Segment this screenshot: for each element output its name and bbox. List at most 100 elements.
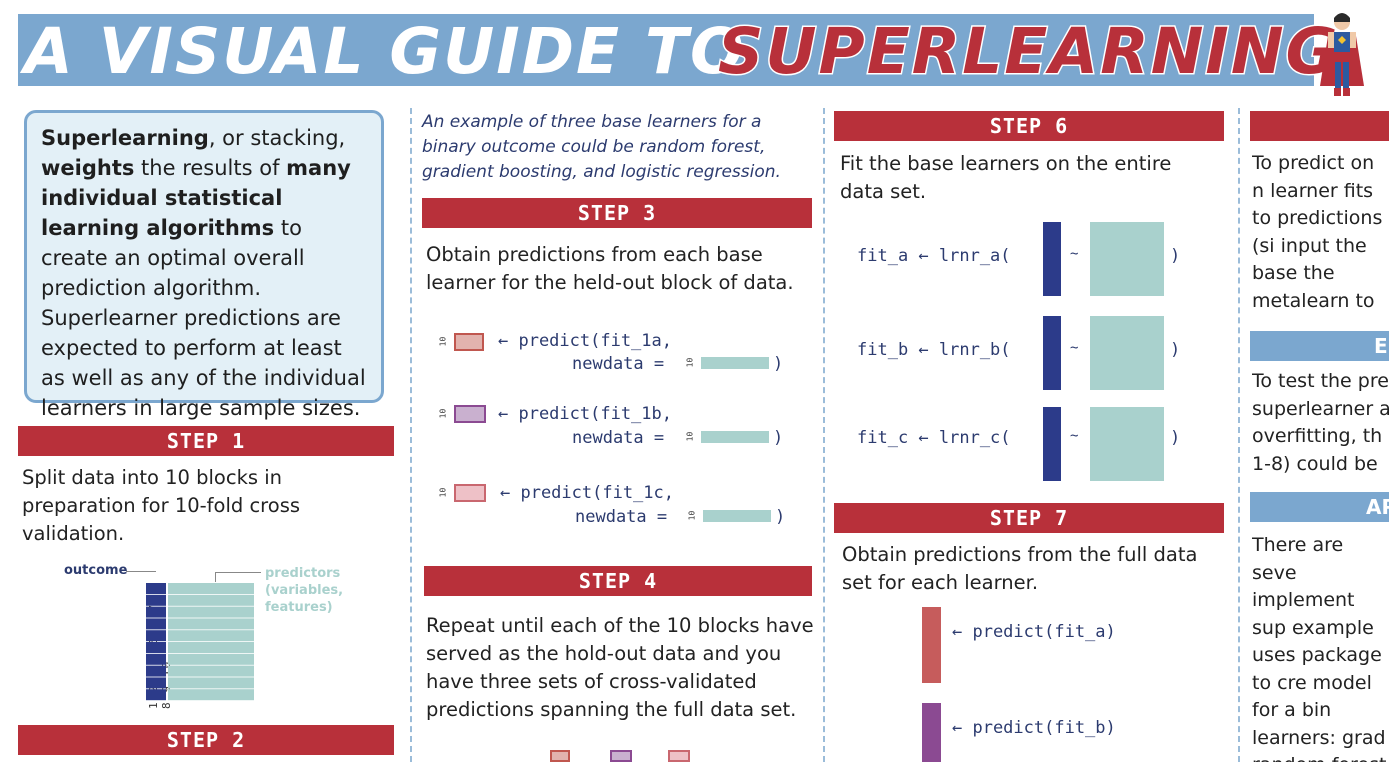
step1-bar: STEP 1 xyxy=(18,426,394,456)
evaluation-bar: E xyxy=(1250,331,1389,361)
predict-fit-b: ← predict(fit_b) xyxy=(952,718,1116,738)
prediction-block-c xyxy=(454,484,486,502)
outcome-column-b xyxy=(1043,316,1061,390)
predictors-leader-tick xyxy=(215,572,216,582)
outcome-column-c xyxy=(1043,407,1061,481)
predictor-block xyxy=(168,594,254,606)
predictor-block xyxy=(168,642,254,653)
tilde-a: ~ xyxy=(1070,246,1079,262)
intro-bold-2: weights xyxy=(41,156,135,180)
predictor-block xyxy=(168,689,254,701)
col4-text-2: To test the pre superlearner a overfitti… xyxy=(1252,370,1389,475)
newdata-block-b xyxy=(701,431,769,443)
step3-bar: STEP 3 xyxy=(422,198,812,228)
col4-text-2-clip: To test the pre superlearner a overfitti… xyxy=(1252,368,1389,476)
full-prediction-a xyxy=(922,607,941,683)
close-paren: ) xyxy=(1170,340,1181,360)
column-divider xyxy=(1238,108,1240,762)
outcome-block xyxy=(146,583,166,594)
predict-line-1b: ← predict(fit_1b, xyxy=(498,404,672,424)
predict-line-1c: ← predict(fit_1c, xyxy=(500,483,674,503)
step3-text: Obtain predictions from each base learne… xyxy=(426,243,794,294)
title-banner xyxy=(18,14,1314,86)
cv-block-c xyxy=(668,750,690,762)
outcome-block xyxy=(146,642,166,653)
predictor-block xyxy=(168,583,254,594)
outcome-block xyxy=(146,653,166,665)
title-part1: A VISUAL GUIDE TO xyxy=(24,15,746,88)
newdata-line-1a: newdata = xyxy=(572,354,675,374)
evaluation-bar-label: E xyxy=(1374,334,1388,358)
close-paren: ) xyxy=(773,428,784,448)
fold-tag: 10 xyxy=(685,431,695,442)
predictor-block xyxy=(168,606,254,618)
cv-block-a xyxy=(550,750,570,762)
title-part2: SUPERLEARNING xyxy=(716,14,1340,90)
column-divider xyxy=(410,108,412,762)
close-paren: ) xyxy=(773,354,784,374)
predictors-leader xyxy=(215,572,261,573)
predictor-block xyxy=(168,618,254,630)
intro-bold-1: Superlearning xyxy=(41,126,209,150)
intro-text-2: the results of xyxy=(134,156,287,180)
outcome-column-a xyxy=(1043,222,1061,296)
fold-tag: 10 xyxy=(438,336,448,347)
newdata-block-c xyxy=(703,510,771,522)
outcome-label: outcome xyxy=(64,563,128,578)
newdata-line-1b: newdata = xyxy=(572,428,675,448)
outcome-block xyxy=(146,630,166,642)
tilde-c: ~ xyxy=(1070,428,1079,444)
predict-fit-a: ← predict(fit_a) xyxy=(952,622,1116,642)
column-divider xyxy=(823,108,825,762)
newdata-line-1c: newdata = xyxy=(575,507,678,527)
predictor-block xyxy=(168,665,254,677)
col4-text-1: To predict on n learner fits to predicti… xyxy=(1252,152,1383,310)
step6-bar: STEP 6 xyxy=(834,111,1224,141)
full-prediction-b xyxy=(922,703,941,762)
predictors-block-a xyxy=(1090,222,1164,296)
fit-line-c: fit_c ← lrnr_c( xyxy=(857,428,1011,448)
fold-tag: 10 xyxy=(687,510,697,521)
cv-block-b xyxy=(610,750,632,762)
fit-line-b: fit_b ← lrnr_b( xyxy=(857,340,1011,360)
fold-tag: 10 xyxy=(438,487,448,498)
fit-line-a: fit_a ← lrnr_a( xyxy=(857,246,1011,266)
newdata-block-a xyxy=(701,357,769,369)
prediction-block-a xyxy=(454,333,484,351)
base-learners-example: An example of three base learners for a … xyxy=(422,112,781,182)
predictor-block xyxy=(168,677,254,689)
intro-box: Superlearning, or stacking, weights the … xyxy=(24,110,384,420)
step4-bar: STEP 4 xyxy=(424,566,812,596)
outcome-leader xyxy=(126,571,156,572)
data-blocks-diagram xyxy=(146,583,254,701)
close-paren: ) xyxy=(1170,428,1181,448)
tilde-b: ~ xyxy=(1070,340,1079,356)
col4-text-1-clip: To predict on n learner fits to predicti… xyxy=(1252,150,1389,310)
fold-tag: 10 xyxy=(685,357,695,368)
fold-tag: 10 xyxy=(438,408,448,419)
outcome-block xyxy=(146,689,166,701)
application-bar: AP xyxy=(1250,492,1389,522)
step1-text: Split data into 10 blocks in preparation… xyxy=(22,466,301,545)
predictors-block-b xyxy=(1090,316,1164,390)
predictors-label: predictors (variables, features) xyxy=(265,566,344,615)
intro-bold-3: many individual statistical learning alg… xyxy=(41,156,351,240)
step7-bar: STEP 7 xyxy=(834,503,1224,533)
step4-text: Repeat until each of the 10 blocks have … xyxy=(426,614,814,721)
prediction-block-b xyxy=(454,405,486,423)
superhero-icon xyxy=(1320,13,1364,96)
outcome-block xyxy=(146,677,166,689)
step6-text: Fit the base learners on the entire data… xyxy=(840,152,1172,203)
predictor-block xyxy=(168,653,254,665)
col4-text-3: There are seve implement sup example use… xyxy=(1252,534,1386,762)
col4-text-3-clip: There are seve implement sup example use… xyxy=(1252,532,1389,762)
close-paren: ) xyxy=(1170,246,1181,266)
predictors-block-c xyxy=(1090,407,1164,481)
predictor-block xyxy=(168,630,254,642)
step8-bar xyxy=(1250,111,1389,141)
intro-text-1: , or stacking, xyxy=(208,126,346,150)
step2-bar: STEP 2 xyxy=(18,725,394,755)
application-bar-label: AP xyxy=(1366,495,1389,519)
predict-line-1a: ← predict(fit_1a, xyxy=(498,331,672,351)
intro-text-3: to create an optimal overall prediction … xyxy=(41,216,366,420)
